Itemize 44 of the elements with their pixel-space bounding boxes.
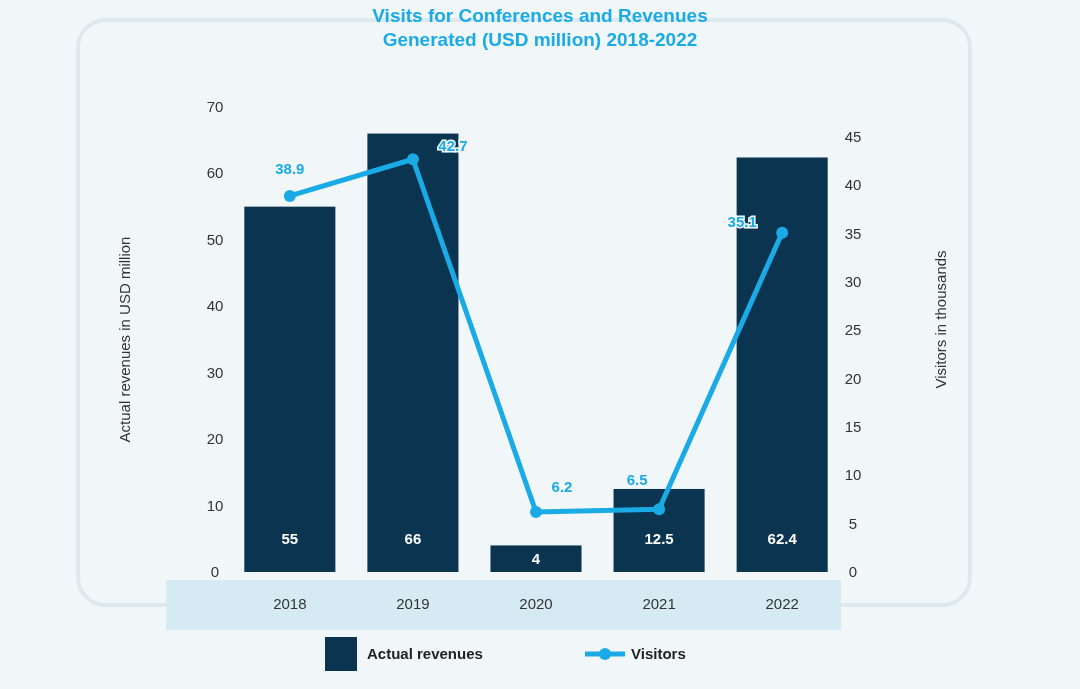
y2-tick-label: 25 bbox=[844, 321, 862, 339]
x-tick-label: 2021 bbox=[642, 595, 676, 612]
y-tick-label: 10 bbox=[206, 496, 224, 514]
y-tick-label: 60 bbox=[206, 164, 224, 182]
y2-tick-label: 15 bbox=[844, 418, 862, 435]
data-label: 6.2 bbox=[551, 478, 573, 496]
y2-tick-label: 30 bbox=[844, 273, 862, 290]
y-axis-title: Actual revenues in USD million bbox=[116, 236, 133, 443]
data-label: 62.4 bbox=[767, 530, 798, 547]
legend-label: Actual revenues bbox=[367, 645, 483, 662]
bar bbox=[613, 488, 705, 572]
y-tick-label: 30 bbox=[206, 363, 224, 381]
point bbox=[283, 189, 296, 202]
data-label: 12.5 bbox=[644, 530, 674, 547]
y-tick-label: 40 bbox=[206, 297, 224, 315]
bar bbox=[490, 545, 582, 572]
y-tick-label: 70 bbox=[206, 98, 224, 115]
y2-tick-label: 40 bbox=[844, 176, 862, 194]
x-tick-label: 2022 bbox=[765, 595, 799, 612]
y2-tick-label: 45 bbox=[844, 128, 862, 145]
legend-label: Visitors bbox=[631, 645, 686, 662]
data-label: 66 bbox=[404, 530, 422, 547]
y2-tick-label: 20 bbox=[844, 369, 862, 387]
data-label: 55 bbox=[281, 530, 299, 547]
point bbox=[776, 226, 789, 239]
data-label: 6.5 bbox=[626, 471, 648, 489]
bar bbox=[244, 206, 336, 572]
x-tick-label: 2018 bbox=[273, 595, 307, 612]
data-label: 4 bbox=[531, 549, 541, 567]
chart-title: Visits for Conferences and Revenues Generated (USD million) 2018-2022 bbox=[372, 5, 708, 50]
y2-axis-title: Visitors in thousands bbox=[932, 250, 949, 389]
y-tick-label: 20 bbox=[206, 430, 224, 448]
point bbox=[653, 503, 666, 516]
y-tick-label: 50 bbox=[206, 230, 224, 248]
y-tick-label: 0 bbox=[210, 563, 220, 580]
y2-tick-label: 10 bbox=[844, 466, 862, 484]
x-tick-label: 2019 bbox=[396, 595, 430, 612]
data-label: 38.9 bbox=[275, 159, 305, 177]
y2-tick-label: 5 bbox=[848, 514, 858, 532]
point bbox=[530, 506, 542, 519]
y2-tick-label: 0 bbox=[848, 563, 858, 580]
y2-tick-label: 35 bbox=[844, 224, 862, 242]
x-tick-label: 2020 bbox=[519, 595, 553, 612]
point bbox=[406, 153, 419, 166]
